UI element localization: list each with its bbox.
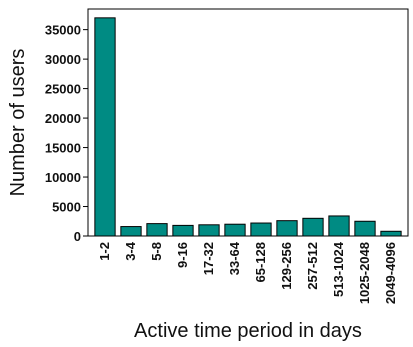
bar-1025-2048 (354, 220, 376, 237)
y-tick-label: 35000 (45, 23, 81, 38)
x-tick-label: 5-8 (149, 242, 164, 261)
y-tick-label: 20000 (45, 111, 81, 126)
y-axis-label: Number of users (7, 49, 29, 197)
x-tick-label: 9-16 (175, 242, 190, 268)
bar-5-8 (146, 223, 168, 237)
x-axis-label: Active time period in days (134, 320, 362, 342)
x-tick-label: 65-128 (253, 242, 268, 282)
bar-513-1024 (328, 215, 350, 237)
bar-65-128 (250, 222, 272, 237)
bar-33-64 (224, 223, 246, 237)
x-tick-label: 1025-2048 (357, 242, 372, 304)
x-tick-label: 1-2 (97, 242, 112, 261)
y-tick-label: 15000 (45, 141, 81, 156)
y-tick-label: 30000 (45, 52, 81, 67)
x-tick-label: 257-512 (305, 242, 320, 290)
bars-group (94, 17, 402, 237)
bar-3-4 (120, 226, 142, 237)
bar-2049-4096 (380, 230, 402, 237)
y-tick-label: 5000 (52, 200, 81, 215)
bar-257-512 (302, 217, 324, 237)
bar-1-2 (94, 17, 116, 237)
bar-17-32 (198, 224, 220, 237)
x-tick-label: 17-32 (201, 242, 216, 275)
y-tick-label: 25000 (45, 82, 81, 97)
x-tick-label: 33-64 (227, 241, 242, 275)
x-tick-label: 129-256 (279, 242, 294, 290)
y-tick-label: 10000 (45, 170, 81, 185)
x-tick-label: 513-1024 (331, 241, 346, 297)
y-axis-ticks: 0 5000 10000 15000 20000 25000 30000 35000 (45, 23, 88, 244)
x-axis-ticks: 1-2 3-4 5-8 9-16 17-32 33-64 65-128 129-256 257-… (97, 241, 398, 304)
plot-frame (87, 8, 409, 237)
bar-129-256 (276, 220, 298, 237)
x-tick-label: 2049-4096 (383, 242, 398, 304)
bar-9-16 (172, 224, 194, 237)
x-tick-label: 3-4 (123, 241, 138, 261)
y-tick-label: 0 (74, 229, 81, 244)
